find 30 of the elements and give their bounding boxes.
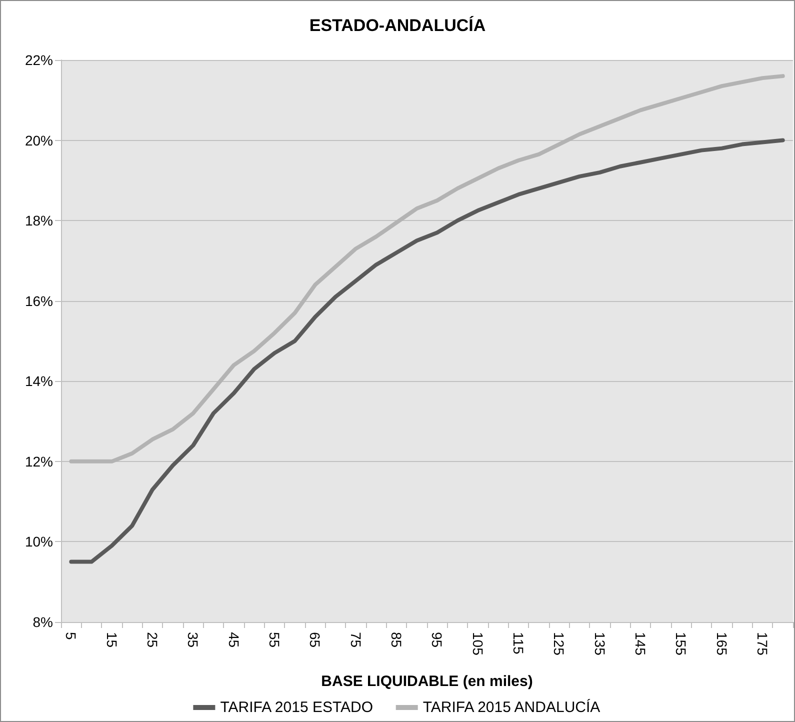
y-tick-label: 12% [24, 453, 53, 470]
x-tick-label: 135 [592, 632, 608, 656]
x-tick-label: 75 [348, 632, 364, 648]
y-tick-label: 18% [24, 212, 53, 229]
x-tick-label: 25 [144, 632, 160, 648]
y-tick-label: 22% [24, 52, 53, 68]
x-tick-label: 55 [266, 632, 282, 648]
x-tick-label: 5 [63, 632, 80, 640]
y-tick-label: 16% [24, 292, 53, 309]
x-tick-label: 65 [307, 632, 324, 648]
x-tick-label: 15 [104, 632, 120, 648]
x-tick-label: 45 [226, 632, 242, 648]
x-tick-label: 145 [632, 632, 648, 656]
x-axis-title: BASE LIQUIDABLE (en miles) [321, 673, 533, 690]
x-tick-label: 35 [185, 632, 202, 648]
y-tick-label: 8% [32, 614, 53, 630]
x-tick-label: 85 [388, 632, 404, 648]
x-tick-label: 155 [673, 632, 690, 656]
x-tick-label: 115 [510, 632, 526, 655]
legend-label: TARIFA 2015 ESTADO [220, 699, 374, 716]
y-tick-label: 14% [24, 373, 53, 390]
y-tick-label: 20% [24, 132, 53, 148]
x-tick-label: 105 [470, 632, 486, 656]
y-tick-label: 10% [24, 534, 53, 550]
x-tick-label: 95 [429, 632, 446, 648]
x-tick-label: 125 [551, 632, 568, 656]
chart-title: ESTADO-ANDALUCÍA [309, 15, 486, 35]
x-tick-label: 175 [754, 632, 770, 656]
x-tick-label: 165 [714, 632, 730, 656]
legend-label: TARIFA 2015 ANDALUCÍA [422, 698, 600, 716]
